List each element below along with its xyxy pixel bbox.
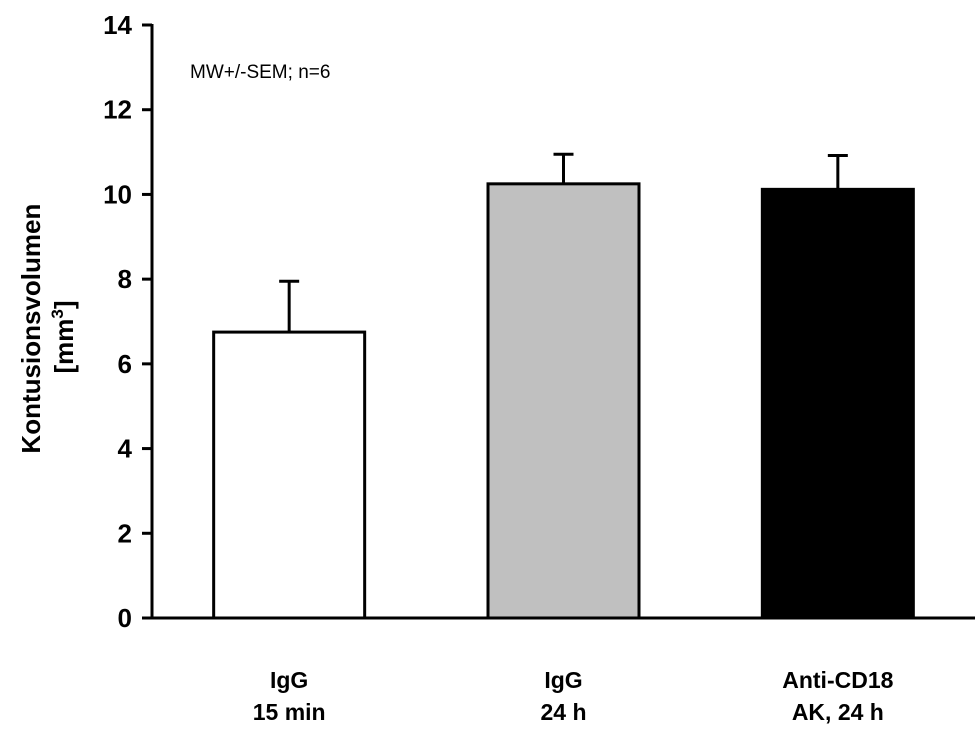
y-tick-label: 4 [118, 434, 133, 464]
y-axis-title-unit-prefix: [mm [49, 319, 79, 374]
x-axis-category-labels: IgG 15 min IgG 24 h Anti-CD18 AK, 24 h [253, 667, 894, 725]
y-tick-label: 8 [118, 264, 132, 294]
y-tick-label: 10 [103, 179, 132, 209]
y-tick-label: 6 [118, 349, 132, 379]
bar-1 [212, 330, 367, 620]
y-tick-label: 14 [103, 10, 132, 40]
error-bars [279, 152, 848, 333]
y-tick-label: 12 [103, 95, 132, 125]
annotation-text: MW+/-SEM; n=6 [190, 62, 330, 83]
category-label-1-line-2: 15 min [253, 699, 326, 725]
y-axis-title: Kontusionsvolumen [mm3] [16, 196, 79, 453]
y-axis-title-main: Kontusionsvolumen [16, 204, 46, 454]
category-label-3-line-2: AK, 24 h [792, 699, 884, 725]
bar-2 [486, 182, 641, 620]
category-label-2-line-1: IgG [544, 667, 582, 693]
y-axis-title-unit-superscript: 3 [48, 309, 67, 318]
category-label-2-line-2: 24 h [540, 699, 586, 725]
category-label-1-line-1: IgG [270, 667, 308, 693]
y-tick-label: 0 [118, 603, 132, 633]
y-axis-ticks: 0 2 4 6 8 10 12 14 [103, 10, 152, 633]
bar-3 [760, 187, 915, 620]
bars [212, 182, 915, 620]
y-tick-label: 2 [118, 518, 132, 548]
y-axis-title-unit-suffix: ] [49, 300, 79, 309]
category-label-3-line-1: Anti-CD18 [782, 667, 893, 693]
